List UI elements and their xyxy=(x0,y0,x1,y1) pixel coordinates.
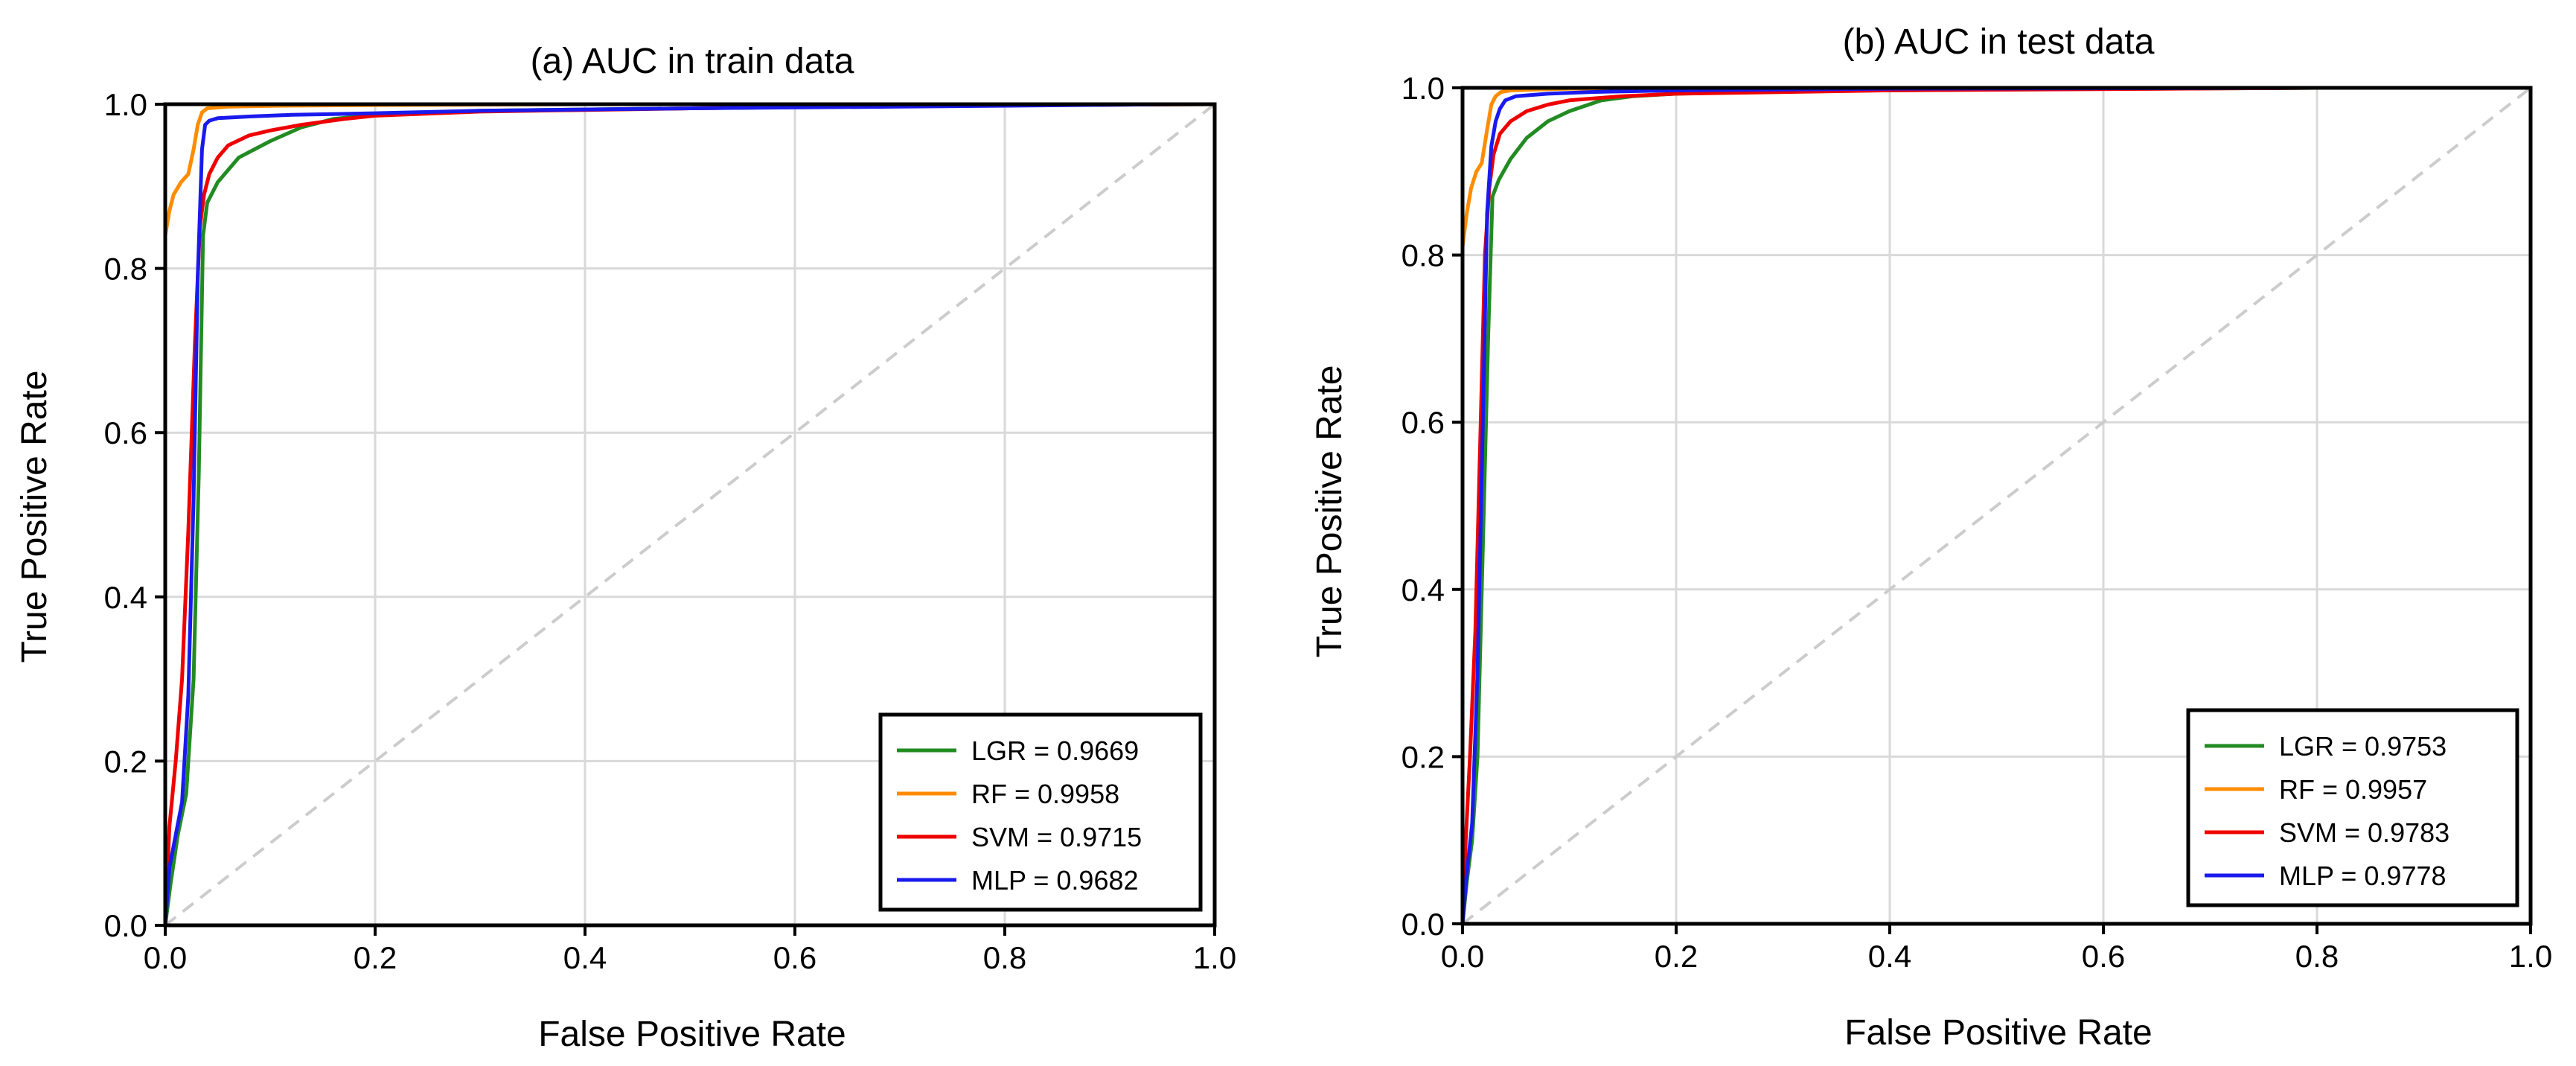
legend-entry: RF = 0.9957 xyxy=(2279,774,2427,805)
panel-title: (b) AUC in test data xyxy=(1843,22,2155,62)
legend: LGR = 0.9669 RF = 0.9958 SVM = 0.9715 MLP =… xyxy=(878,712,1203,912)
legend-box xyxy=(878,712,1203,912)
series-line-mlp xyxy=(163,102,1173,926)
series-line-mlp xyxy=(1460,86,2307,925)
legend-entry: RF = 0.9958 xyxy=(971,779,1119,809)
y-tick-label: 0.8 xyxy=(104,252,147,287)
x-tick-label: 0.2 xyxy=(1655,939,1698,974)
panel-test: (b) AUC in test data 0.0 0.2 0.4 0.6 0.8 1.00… xyxy=(1310,22,2552,1053)
y-tick-label: 0.2 xyxy=(104,744,147,779)
plot-frame xyxy=(163,102,1217,928)
legend-entry: SVM = 0.9783 xyxy=(2279,817,2449,848)
y-tick-label: 1.0 xyxy=(1402,71,1445,106)
legend: LGR = 0.9753 RF = 0.9957 SVM = 0.9783 MLP =… xyxy=(2186,708,2519,907)
x-tick-label: 0.0 xyxy=(1441,939,1484,974)
x-tick-label: 0.4 xyxy=(1868,939,1911,974)
diagonal-reference-line xyxy=(1461,86,2532,925)
axis-ticks: 0.0 0.2 0.4 0.6 0.8 1.0 0.0 0.2 0.4 0.6 0.8 1.0 xyxy=(1402,71,2553,974)
legend-entry: MLP = 0.9682 xyxy=(971,865,1139,896)
panel-train: (a) AUC in train data 0.0 0.2 0.4 0.6 0.8 1.0… xyxy=(15,42,1236,1054)
y-axis-label: True Positive Rate xyxy=(15,370,54,663)
y-tick-label: 0.4 xyxy=(104,580,147,615)
plot-frame xyxy=(1460,86,2533,926)
panel-title: (a) AUC in train data xyxy=(531,42,854,81)
y-axis-label: True Positive Rate xyxy=(1310,365,1349,657)
x-axis-label: False Positive Rate xyxy=(538,1015,846,1054)
y-tick-label: 0.4 xyxy=(1402,572,1445,607)
x-tick-label: 0.4 xyxy=(563,940,607,975)
x-tick-label: 0.6 xyxy=(773,940,816,975)
y-tick-label: 0.2 xyxy=(1402,739,1445,774)
legend-entry: MLP = 0.9778 xyxy=(2279,861,2446,891)
x-tick-label: 1.0 xyxy=(2509,939,2552,974)
series-layer xyxy=(163,102,1215,926)
x-tick-label: 0.8 xyxy=(983,940,1026,975)
y-tick-label: 0.0 xyxy=(1402,907,1445,942)
legend-box xyxy=(2186,708,2519,907)
legend-entry: SVM = 0.9715 xyxy=(971,822,1142,852)
axis-ticks: 0.0 0.2 0.4 0.6 0.8 1.0 0.0 0.2 0.4 0.6 0.8 1.0 xyxy=(104,87,1237,975)
y-tick-label: 0.6 xyxy=(1402,405,1445,440)
y-tick-label: 0.8 xyxy=(1402,238,1445,273)
x-tick-label: 0.2 xyxy=(354,940,397,975)
legend-entry: LGR = 0.9669 xyxy=(971,735,1139,766)
x-axis-label: False Positive Rate xyxy=(1844,1013,2152,1053)
y-tick-label: 1.0 xyxy=(104,87,147,122)
x-tick-label: 0.6 xyxy=(2082,939,2125,974)
x-tick-label: 0.0 xyxy=(144,940,187,975)
x-tick-label: 0.8 xyxy=(2295,939,2339,974)
y-tick-label: 0.6 xyxy=(104,415,147,450)
series-line-svm xyxy=(1460,86,2318,925)
y-tick-label: 0.0 xyxy=(104,908,147,943)
legend-entry: LGR = 0.9753 xyxy=(2279,731,2446,762)
x-tick-label: 1.0 xyxy=(1193,940,1236,975)
